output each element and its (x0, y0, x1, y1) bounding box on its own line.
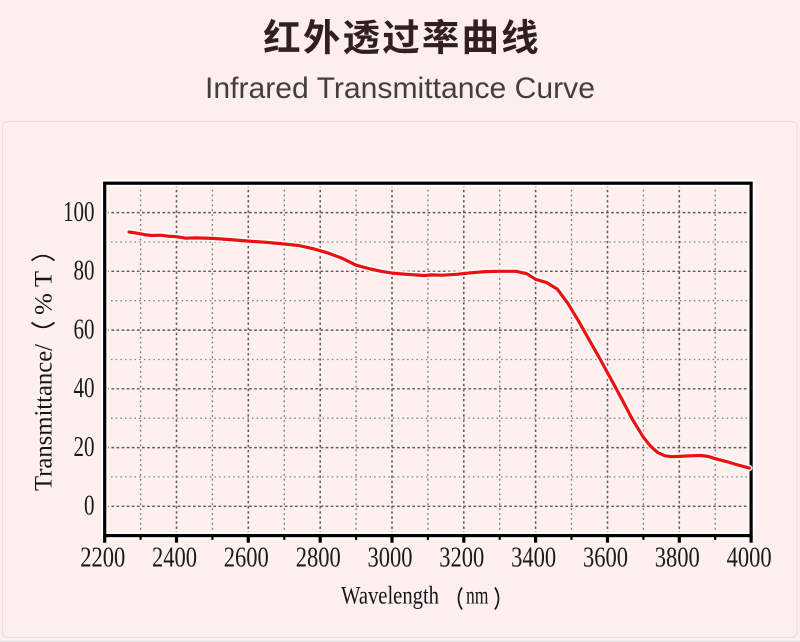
svg-text:40: 40 (74, 373, 95, 404)
svg-text:2800: 2800 (296, 542, 341, 573)
svg-text:3000: 3000 (368, 542, 413, 573)
svg-text:0: 0 (84, 491, 95, 522)
svg-text:Transmittance/: Transmittance/ (31, 344, 58, 491)
svg-text:2200: 2200 (80, 542, 125, 573)
svg-text:20: 20 (74, 432, 95, 463)
svg-text:3200: 3200 (439, 542, 484, 573)
svg-text:2600: 2600 (224, 542, 269, 573)
svg-text:3800: 3800 (655, 542, 700, 573)
svg-text:% T: % T (31, 271, 58, 315)
svg-text:60: 60 (74, 314, 95, 345)
svg-text:3600: 3600 (583, 542, 628, 573)
svg-text:nm: nm (466, 583, 489, 610)
svg-text:80: 80 (74, 256, 95, 287)
svg-text:Wavelength: Wavelength (341, 583, 439, 610)
svg-text:2400: 2400 (152, 542, 197, 573)
svg-text:4000: 4000 (727, 542, 772, 573)
svg-text:100: 100 (63, 197, 95, 228)
svg-text:Infrared Transmittance Curve: Infrared Transmittance Curve (205, 72, 595, 105)
svg-text:3400: 3400 (511, 542, 556, 573)
